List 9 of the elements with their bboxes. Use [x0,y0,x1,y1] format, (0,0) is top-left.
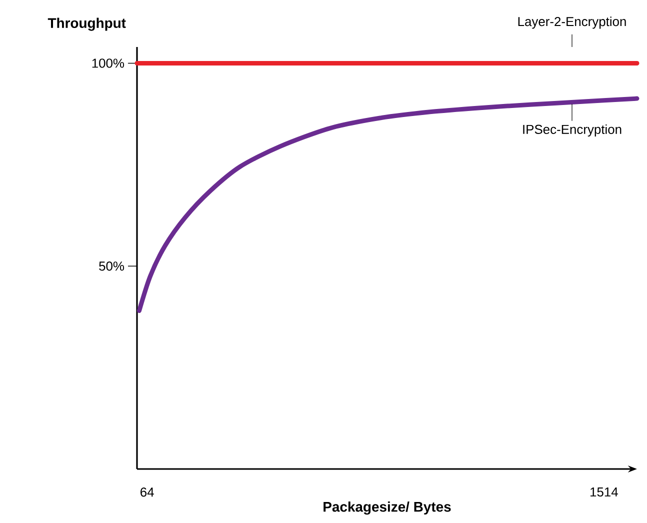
y-tick-label: 100% [92,58,124,68]
text: Layer-2-Encryption [518,16,626,29]
x-tick-label: 64 [140,488,154,497]
series-label: IPSec-Encryption [523,124,622,137]
x-tick-label: 1514 [590,488,618,497]
x-axis-title: Packagesize/ Bytes [324,502,451,515]
y-tick-label: 50% [99,262,124,271]
y-axis-title: Throughput [48,18,126,31]
line-series [136,96,640,313]
